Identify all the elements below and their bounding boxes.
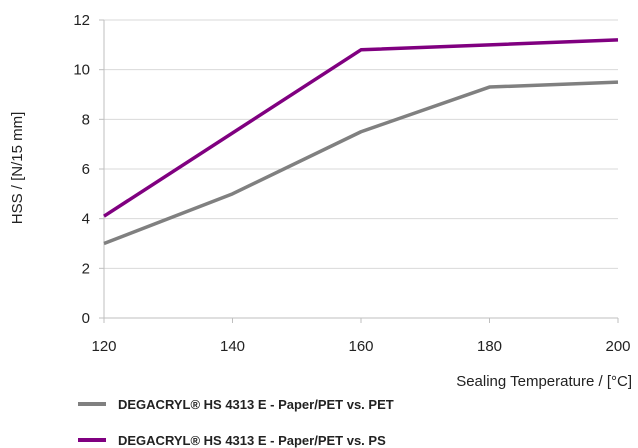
y-tick-label: 4 [82,211,90,228]
x-axis-label: Sealing Temperature / [°C] [456,373,632,390]
tick-labels: 0 2 4 6 8 10 12 120 140 160 180 200 [73,12,630,355]
series-lines [103,38,619,246]
x-tick-label: 160 [348,338,373,355]
legend-label-2: DEGACRYL® HS 4313 E - Paper/PET vs. PS [118,433,386,448]
y-tick-label: 12 [73,12,90,29]
legend-label-1: DEGACRYL® HS 4313 E - Paper/PET vs. PET [118,397,394,412]
series-line-1 [103,80,619,246]
x-tick-label: 180 [477,338,502,355]
x-tick-label: 200 [605,338,630,355]
y-tick-label: 6 [82,161,90,178]
y-tick-label: 10 [73,62,90,79]
series-line-2 [103,38,619,218]
y-tick-label: 2 [82,260,90,277]
y-tick-label: 8 [82,111,90,128]
x-tick-label: 140 [220,338,245,355]
gridlines [104,19,618,269]
y-tick-label: 0 [82,310,90,327]
y-axis-label: HSS / [N/15 mm] [9,112,26,225]
axes [99,19,619,323]
legend: DEGACRYL® HS 4313 E - Paper/PET vs. PET D… [78,397,394,448]
x-tick-label: 120 [91,338,116,355]
